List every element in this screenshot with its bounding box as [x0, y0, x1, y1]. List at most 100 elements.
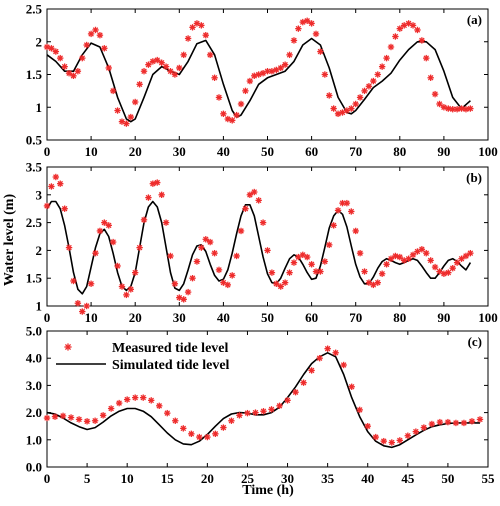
panel-3-measured-point — [236, 412, 243, 419]
panel-1-measured-point — [158, 59, 165, 66]
panel-3-measured-point — [436, 418, 444, 426]
panel-2-measured-point — [193, 258, 201, 265]
panel-1-measured-point — [101, 45, 108, 52]
panel-3-plot-frame — [46, 330, 489, 468]
panel-2-measured-point — [140, 216, 148, 224]
panel-1-y-tick-label: 2.5 — [26, 2, 43, 17]
panel-2-measured-point — [251, 188, 258, 196]
panel-2-measured-point — [149, 180, 157, 187]
panel-2-measured-point — [65, 244, 73, 251]
panel-2-y-tick-label: 2.5 — [26, 215, 43, 230]
panel-3-measured-point — [372, 433, 379, 441]
panel-2-measured-point — [387, 255, 395, 262]
panel-3-measured-point — [244, 409, 251, 417]
panel-3-measured-point — [132, 394, 139, 401]
panel-1-measured-point — [453, 106, 461, 113]
panel-1-measured-point — [264, 68, 271, 75]
panel-1-measured-point — [70, 72, 77, 80]
panel-1-measured-point — [211, 74, 218, 81]
panel-1-measured-point — [109, 87, 117, 95]
panel-2-measured-point — [330, 222, 337, 229]
panel-3-measured-point — [308, 367, 315, 374]
panel-2-measured-point — [83, 302, 90, 310]
panel-2-measured-point — [101, 219, 108, 226]
panel-3-measured-point — [380, 437, 387, 445]
panel-2-x-tick-label: 70 — [349, 310, 362, 325]
panel-2-measured-point — [211, 249, 218, 257]
panel-1-measured-point — [132, 98, 139, 106]
panel-1-x-tick-label: 60 — [305, 144, 318, 159]
panel-2-measured-point — [268, 269, 276, 276]
panel-1-plot-frame — [46, 8, 489, 141]
panel-1-measured-point — [374, 71, 381, 78]
panel-3-measured-point — [83, 418, 91, 425]
panel-1-label: (a) — [467, 12, 482, 27]
panel-2-measured-point — [255, 197, 262, 204]
panel-1-measured-point — [277, 64, 284, 72]
panel-1-measured-point — [57, 54, 64, 62]
panel-1-measured-point — [356, 94, 364, 101]
panel-3-measured-point — [420, 424, 428, 431]
panel-3-y-tick-label: 3.0 — [26, 378, 42, 393]
panel-1-measured-point — [242, 87, 249, 95]
panel-2-measured-point — [237, 227, 245, 235]
panel-3-measured-point — [140, 394, 147, 401]
panel-2-measured-point — [158, 191, 165, 198]
panel-1-simulated-line — [46, 37, 471, 123]
panel-3-measured-point — [460, 419, 468, 427]
panel-1-measured-point — [206, 51, 214, 59]
panel-1-measured-point — [409, 22, 417, 29]
panel-2-measured-point — [352, 227, 359, 235]
panel-3-x-tick-label: 5 — [84, 471, 91, 486]
panel-2-measured-point — [383, 261, 390, 268]
legend: Measured tide level Simulated tide level — [56, 341, 230, 373]
panel-1-x-tick-label: 50 — [261, 144, 274, 159]
panel-1-measured-point — [154, 56, 161, 64]
panel-2-measured-point — [317, 268, 324, 275]
panel-3-x-tick-label: 50 — [441, 471, 454, 486]
panel-2-x-tick-label: 100 — [478, 310, 498, 325]
panel-2-measured-point — [378, 270, 386, 277]
panel-1-measured-point — [365, 83, 373, 90]
panel-2-measured-point — [215, 266, 223, 274]
panel-3-measured-point — [476, 416, 484, 423]
panel-3-measured-point — [43, 414, 51, 422]
panel-1-measured-point — [286, 51, 293, 59]
panel-1-measured-point — [401, 22, 408, 29]
panel-2-label: (b) — [466, 170, 482, 185]
x-axis-label: Time (h) — [242, 483, 294, 498]
panel-3-measured-point — [428, 420, 436, 428]
panel-1-measured-point — [96, 32, 104, 39]
panel-1-x-tick-label: 10 — [85, 144, 98, 159]
panel-1-measured-point — [370, 77, 377, 85]
panel-3-measured-point — [452, 419, 460, 427]
panel-1-measured-point — [326, 92, 333, 99]
panel-1-x-tick-label: 40 — [217, 144, 230, 159]
panel-2-x-tick-label: 50 — [261, 310, 274, 325]
panel-1-measured-point — [79, 54, 86, 62]
panel-2-measured-point — [109, 238, 117, 246]
panel-1-measured-point — [361, 87, 368, 95]
panel-2-y-tick-label: 1 — [36, 299, 43, 314]
panel-3-x-tick-label: 10 — [121, 471, 134, 486]
panel-3-measured-point — [91, 417, 99, 424]
panel-3-y-tick-label: 4.0 — [26, 351, 42, 366]
panel-2-measured-point — [303, 253, 311, 261]
panel-1-measured-point — [61, 63, 68, 70]
panel-1-measured-point — [167, 68, 174, 75]
panel-2-measured-point — [74, 300, 82, 307]
panel-1-measured-point — [202, 32, 209, 39]
panel-2-measured-point — [259, 219, 267, 226]
panel-2-measured-point — [431, 263, 439, 271]
panel-2-y-tick-label: 2 — [36, 243, 43, 258]
panel-2-measured-point — [462, 252, 470, 260]
panel-1-x-tick-label: 100 — [478, 144, 498, 159]
panel-2-measured-point — [132, 269, 139, 276]
panel-2-x-tick-label: 30 — [173, 310, 186, 325]
panel-3-measured-point — [156, 402, 163, 409]
panel-1-measured-point — [136, 81, 143, 88]
panel-2-measured-point — [202, 236, 209, 243]
panel-3-measured-point — [340, 361, 347, 369]
panel-2-measured-point — [361, 268, 368, 275]
panel-2-measured-point — [405, 255, 412, 262]
